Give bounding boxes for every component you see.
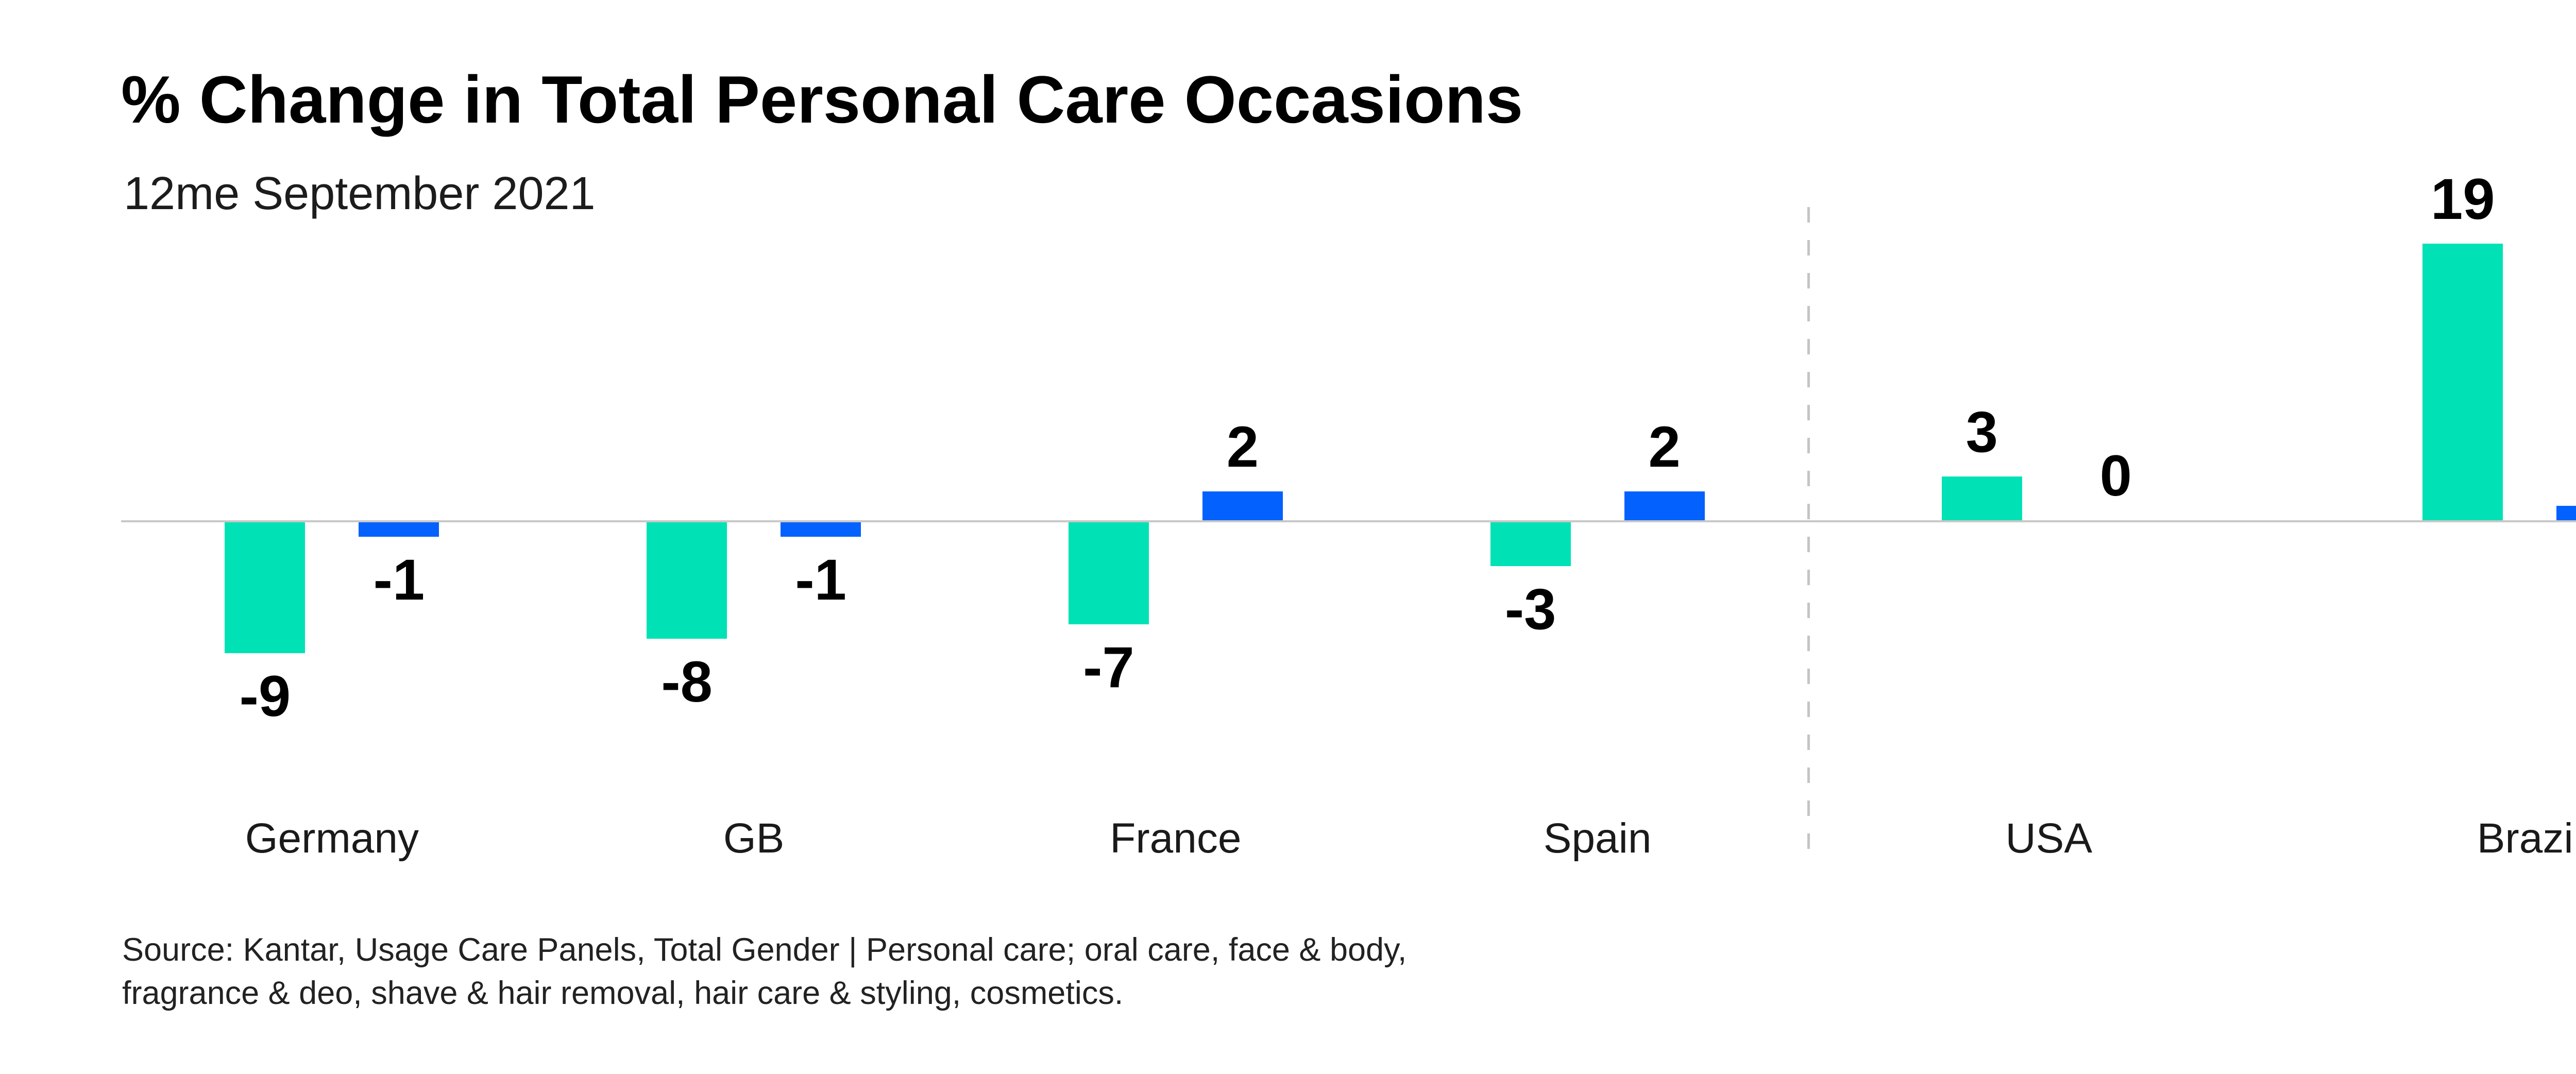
- plot-area: -9 -1 Germany -8 -1 GB -7 2 France -3 2 Spain 3 0 USA 1…: [121, 171, 2576, 891]
- value-label-v-2020-usa: 0: [2099, 444, 2132, 508]
- country-column-usa: 3 0 USA: [1808, 196, 2290, 891]
- value-label-v-2020-germany: -1: [373, 548, 425, 612]
- bar-v-2020-brazil: [2556, 505, 2576, 520]
- chart-subtitle: 12me September 2021: [124, 168, 596, 219]
- category-label-usa: USA: [2005, 815, 2093, 862]
- category-label-germany: Germany: [245, 815, 419, 862]
- value-label-v-2020-gb: -1: [795, 548, 846, 612]
- value-label-v-2020-spain: 2: [1648, 414, 1681, 479]
- source-line-1: Source: Kantar, Usage Care Panels, Total…: [122, 932, 1407, 968]
- country-column-gb: -8 -1 GB: [543, 196, 965, 891]
- value-label-v-2017-brazil: 19: [2430, 167, 2495, 232]
- category-label-spain: Spain: [1543, 815, 1652, 862]
- value-label-v-2017-france: -7: [1083, 635, 1134, 700]
- bar-v-2017-spain: [1490, 522, 1571, 566]
- bar-v-2017-usa: [1941, 476, 2022, 520]
- bar-v-2020-germany: [359, 522, 439, 537]
- value-label-v-2017-usa: 3: [1965, 400, 1998, 465]
- zero-axis-line: [121, 520, 2576, 522]
- bar-v-2017-france: [1068, 522, 1149, 624]
- bar-v-2017-brazil: [2422, 244, 2503, 520]
- source-line-2: fragrance & deo, shave & hair removal, h…: [122, 975, 1124, 1011]
- category-label-gb: GB: [723, 815, 785, 862]
- value-label-v-2020-france: 2: [1226, 414, 1259, 479]
- bar-v-2017-germany: [225, 522, 306, 654]
- value-label-v-2020-brazil: 1: [2519, 433, 2576, 490]
- chart-section: -9 -1 Germany -8 -1 GB -7 2 France -3 2 Spain: [121, 196, 1808, 891]
- section-divider-dashed-line: [1807, 207, 1810, 854]
- category-label-brazil: Brazil: [2477, 815, 2576, 862]
- country-column-spain: -3 2 Spain: [1386, 196, 1808, 891]
- country-column-germany: -9 -1 Germany: [121, 196, 543, 891]
- chart-section: 30USA191Brazil: [1807, 171, 2576, 891]
- value-label-v-2017-gb: -8: [661, 650, 713, 714]
- bar-v-2020-france: [1202, 491, 1283, 520]
- value-label-v-2017-spain: -3: [1504, 576, 1556, 641]
- bar-v-2020-gb: [781, 522, 861, 537]
- source-note: Source: Kantar, Usage Care Panels, Total…: [122, 928, 1406, 1015]
- category-label-france: France: [1110, 815, 1242, 862]
- chart-title: % Change in Total Personal Care Occasion…: [121, 62, 1523, 137]
- bar-v-2020-spain: [1624, 491, 1705, 520]
- bar-v-2017-gb: [647, 522, 727, 639]
- country-column-france: -7 2 France: [965, 196, 1387, 891]
- country-column-brazil: 191Brazil: [2290, 171, 2576, 891]
- value-label-v-2017-germany: -9: [239, 664, 291, 729]
